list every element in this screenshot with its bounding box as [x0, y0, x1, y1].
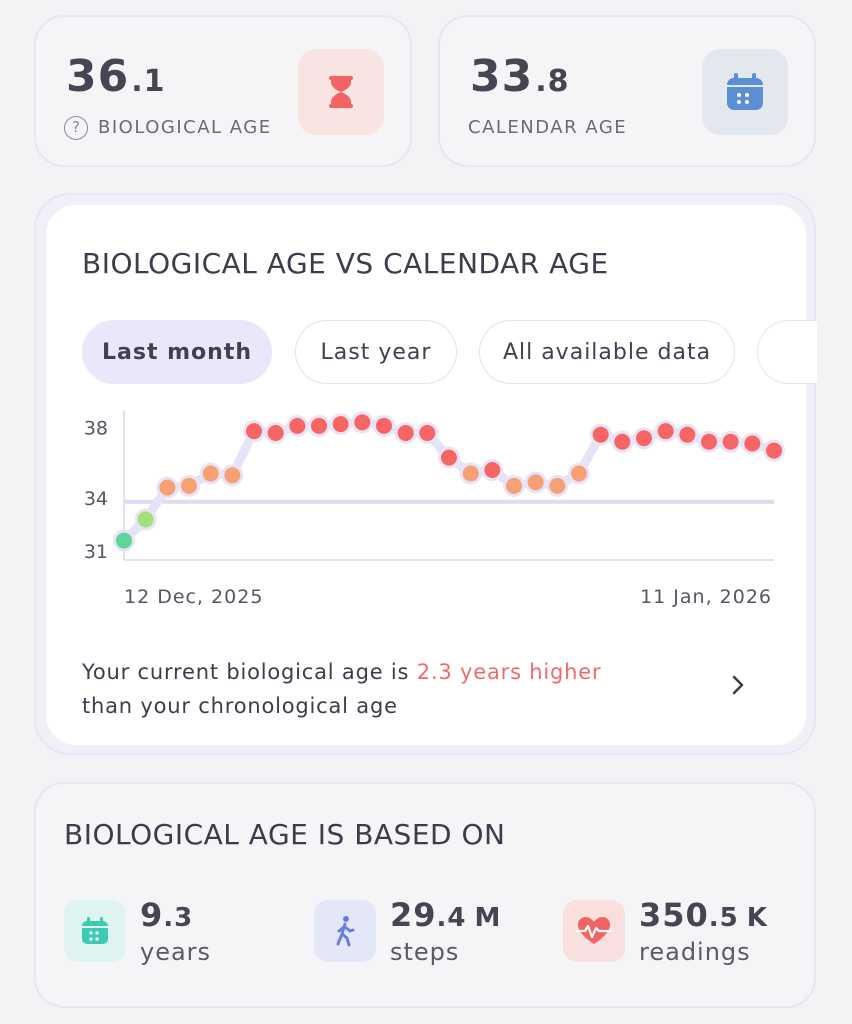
- biological-age-value: 36.1: [66, 51, 166, 102]
- chevron-right-icon[interactable]: [728, 673, 748, 697]
- data-point[interactable]: [549, 477, 566, 494]
- data-point[interactable]: [224, 467, 241, 484]
- data-point[interactable]: [354, 414, 371, 431]
- calendar-icon: [702, 49, 788, 135]
- data-point[interactable]: [159, 479, 176, 496]
- data-point[interactable]: [679, 426, 696, 443]
- chart-card-outer: BIOLOGICAL AGE VS CALENDAR AGE Last mont…: [34, 193, 817, 755]
- tab-last-month[interactable]: Last month: [82, 320, 272, 384]
- data-point[interactable]: [636, 430, 652, 447]
- steps-label: steps: [390, 938, 460, 966]
- data-point[interactable]: [527, 474, 544, 491]
- data-point[interactable]: [571, 465, 587, 482]
- data-point[interactable]: [506, 477, 522, 494]
- calendar-icon: [64, 900, 126, 962]
- tab-last-year[interactable]: Last year: [295, 320, 457, 384]
- heart-pulse-icon: [563, 900, 625, 962]
- y-tick-label: 38: [84, 418, 108, 440]
- bio-vs-calendar-chart-card: BIOLOGICAL AGE VS CALENDAR AGE Last mont…: [46, 205, 817, 745]
- y-tick-label: 31: [84, 541, 108, 563]
- data-point[interactable]: [592, 426, 609, 443]
- biological-age-label: BIOLOGICAL AGE: [98, 117, 272, 138]
- data-point[interactable]: [267, 424, 284, 441]
- data-point[interactable]: [116, 532, 132, 549]
- chart-title: BIOLOGICAL AGE VS CALENDAR AGE: [82, 247, 609, 280]
- x-tick-end: 11 Jan, 2026: [640, 586, 772, 608]
- data-point[interactable]: [181, 477, 197, 494]
- data-point[interactable]: [722, 433, 739, 450]
- data-point[interactable]: [137, 511, 154, 528]
- calendar-age-label: CALENDAR AGE: [468, 117, 628, 138]
- years-label: years: [140, 938, 212, 966]
- data-point[interactable]: [289, 417, 306, 434]
- readings-label: readings: [639, 938, 751, 966]
- data-point[interactable]: [376, 417, 392, 434]
- age-chart: 31 34 38 12 Dec, 2025 11 Jan, 2026: [84, 410, 785, 608]
- data-point[interactable]: [484, 462, 501, 478]
- y-tick-label: 34: [84, 488, 108, 510]
- data-point[interactable]: [441, 449, 457, 466]
- years-value: 9.3: [140, 896, 194, 934]
- based-on-card: BIOLOGICAL AGE IS BASED ON 9.3 years 29.…: [34, 782, 816, 1008]
- summary-highlight: 2.3 years higher: [416, 660, 602, 684]
- data-point[interactable]: [397, 424, 414, 441]
- help-icon[interactable]: ?: [64, 116, 88, 140]
- series-line: [119, 417, 779, 546]
- data-point[interactable]: [202, 465, 219, 482]
- x-tick-start: 12 Dec, 2025: [124, 586, 263, 608]
- data-point[interactable]: [246, 423, 262, 440]
- hourglass-icon: [298, 49, 384, 135]
- tab-all-available-data[interactable]: All available data: [479, 320, 735, 384]
- steps-value: 29.4 M: [390, 896, 502, 934]
- walking-icon: [314, 900, 376, 962]
- biological-age-card[interactable]: 36.1 ? BIOLOGICAL AGE: [34, 15, 412, 167]
- data-point[interactable]: [419, 424, 436, 441]
- chart-summary: Your current biological age is 2.3 years…: [82, 660, 602, 718]
- based-on-title: BIOLOGICAL AGE IS BASED ON: [64, 818, 506, 851]
- data-point[interactable]: [614, 433, 631, 450]
- data-point[interactable]: [657, 423, 674, 440]
- data-point[interactable]: [701, 433, 717, 450]
- tab-more-partial[interactable]: [757, 320, 817, 384]
- readings-value: 350.5 K: [639, 896, 768, 934]
- data-point[interactable]: [332, 416, 349, 433]
- calendar-age-value: 33.8: [470, 51, 570, 102]
- data-point[interactable]: [462, 465, 479, 482]
- data-point[interactable]: [744, 435, 761, 452]
- data-point[interactable]: [311, 417, 327, 434]
- data-point[interactable]: [766, 442, 782, 459]
- calendar-age-card[interactable]: 33.8 CALENDAR AGE: [438, 15, 816, 167]
